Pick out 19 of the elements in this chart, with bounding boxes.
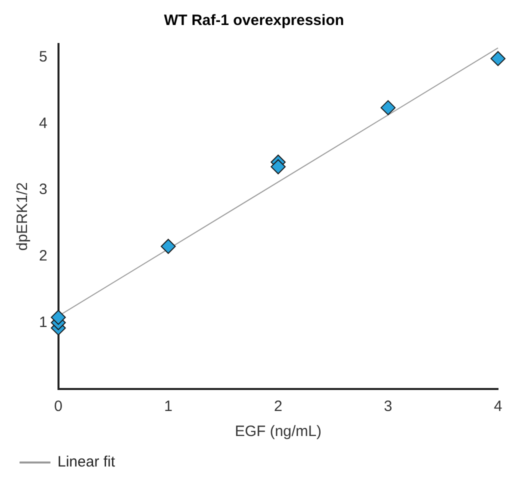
point [50,310,66,325]
x-tick-label: 4 [494,398,502,416]
x-tick-label: 3 [384,398,392,416]
point [490,51,506,66]
y-tick-label: 4 [39,114,48,132]
x-tick-label: 1 [164,398,172,416]
y-tick-label: 3 [39,181,48,198]
y-tick-label: 2 [39,247,48,264]
y-tick-label: 5 [39,48,48,66]
x-tick-label: 2 [274,398,282,416]
point [380,100,396,116]
x-tick-label: 0 [54,398,63,416]
y-axis-title: dpERK1/2 [14,182,32,251]
legend-label: Linear fit [58,454,116,471]
point [160,238,176,254]
point [270,159,286,174]
x-axis-title: EGF (ng/mL) [234,423,322,440]
chart-title: WT Raf-1 overexpression [164,12,344,30]
y-tick-label: 1 [39,314,48,331]
